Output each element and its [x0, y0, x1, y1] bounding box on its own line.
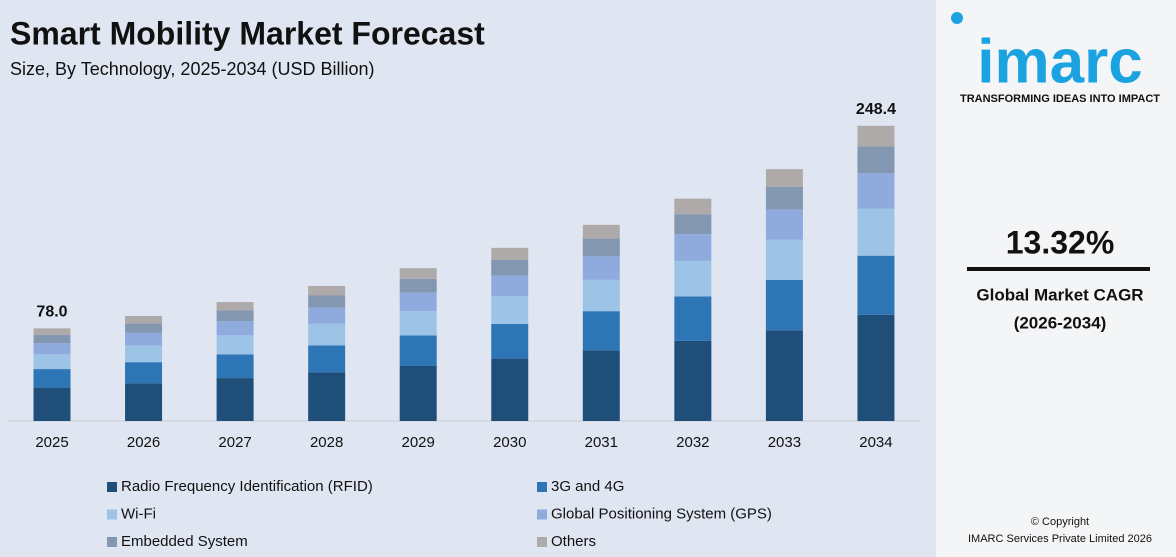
legend-label: Others — [551, 533, 596, 550]
bar-segment — [308, 323, 346, 346]
bar-segment — [33, 328, 71, 335]
copyright: © Copyright — [1031, 516, 1089, 528]
bar-segment — [582, 238, 620, 257]
total-label: 78.0 — [36, 304, 67, 321]
x-tick-label: 2029 — [402, 434, 435, 451]
x-tick-label: 2027 — [218, 434, 251, 451]
bar-segment — [308, 295, 346, 308]
bar-segment — [216, 354, 254, 379]
bar-segment — [582, 256, 620, 280]
bar-segment — [491, 275, 529, 297]
tagline: TRANSFORMING IDEAS INTO IMPACT — [960, 93, 1160, 105]
legend-swatch — [537, 509, 547, 520]
bar-segment — [857, 208, 895, 256]
bar-segment — [125, 345, 163, 363]
legend-label: Radio Frequency Identification (RFID) — [121, 478, 373, 495]
x-tick-label: 2030 — [493, 434, 526, 451]
bar-segment — [216, 310, 254, 322]
bar-segment — [308, 307, 346, 324]
bar-segment — [857, 125, 895, 147]
legend-label: Global Positioning System (GPS) — [551, 505, 772, 522]
cagr-value: 13.32% — [1006, 224, 1115, 260]
x-tick-label: 2033 — [768, 434, 801, 451]
bar-segment — [399, 365, 437, 421]
bar-segment — [765, 186, 803, 210]
legend-swatch — [537, 537, 547, 547]
bar-segment — [125, 383, 163, 421]
bar-segment — [582, 224, 620, 239]
bar-segment — [125, 315, 163, 324]
bar-segment — [857, 146, 895, 174]
bar-segment — [399, 335, 437, 366]
bar-segment — [216, 321, 254, 336]
sidebar-background — [936, 0, 1176, 557]
bar-segment — [33, 343, 71, 355]
legend-swatch — [537, 482, 547, 492]
logo: imarc — [977, 27, 1142, 96]
x-tick-label: 2034 — [859, 434, 892, 451]
bar-segment — [216, 378, 254, 421]
bar-segment — [674, 260, 712, 297]
company: IMARC Services Private Limited 2026 — [968, 533, 1152, 545]
bar-segment — [399, 268, 437, 279]
bar-segment — [308, 345, 346, 373]
cagr-label: Global Market CAGR — [976, 285, 1143, 304]
bar-segment — [491, 324, 529, 359]
bar-segment — [674, 214, 712, 235]
bar-segment — [33, 354, 71, 370]
bar-segment — [765, 169, 803, 187]
legend-swatch — [107, 482, 117, 492]
x-tick-label: 2028 — [310, 434, 343, 451]
bar-segment — [399, 310, 437, 336]
bar-segment — [33, 369, 71, 388]
bar-segment — [765, 330, 803, 421]
chart-title: Smart Mobility Market Forecast — [10, 15, 485, 51]
bar-segment — [857, 314, 895, 421]
bar-segment — [674, 340, 712, 421]
bar-segment — [491, 247, 529, 260]
bar-segment — [491, 296, 529, 325]
total-label: 248.4 — [856, 101, 896, 118]
bar-segment — [308, 285, 346, 296]
bar-segment — [33, 387, 71, 421]
cagr-period: (2026-2034) — [1014, 313, 1107, 332]
logo-dot — [951, 12, 963, 24]
cagr-divider — [967, 267, 1150, 271]
bar-segment — [125, 323, 163, 333]
bar-segment — [765, 239, 803, 280]
bar-segment — [216, 302, 254, 311]
bar-segment — [491, 259, 529, 276]
bar-segment — [308, 372, 346, 421]
bar-segment — [674, 234, 712, 261]
bar-segment — [582, 279, 620, 312]
x-tick-label: 2032 — [676, 434, 709, 451]
legend-label: Wi-Fi — [121, 505, 156, 522]
x-tick-label: 2031 — [585, 434, 618, 451]
chart-subtitle: Size, By Technology, 2025-2034 (USD Bill… — [10, 59, 375, 79]
bar-segment — [491, 358, 529, 421]
bar-segment — [674, 296, 712, 341]
legend-swatch — [107, 537, 117, 547]
x-tick-label: 2025 — [35, 434, 68, 451]
legend-label: 3G and 4G — [551, 478, 624, 495]
bar-segment — [125, 332, 163, 346]
bar-segment — [582, 311, 620, 351]
bar-segment — [857, 173, 895, 209]
bar-segment — [125, 362, 163, 384]
legend-label: Embedded System — [121, 533, 248, 550]
bar-segment — [674, 198, 712, 215]
bar-segment — [857, 255, 895, 315]
legend-swatch — [107, 509, 117, 520]
bar-segment — [399, 278, 437, 293]
bar-segment — [399, 292, 437, 311]
bar-segment — [582, 350, 620, 421]
bar-segment — [765, 209, 803, 240]
bar-segment — [33, 334, 71, 344]
bar-segment — [765, 279, 803, 331]
bar-segment — [216, 335, 254, 355]
x-tick-label: 2026 — [127, 434, 160, 451]
